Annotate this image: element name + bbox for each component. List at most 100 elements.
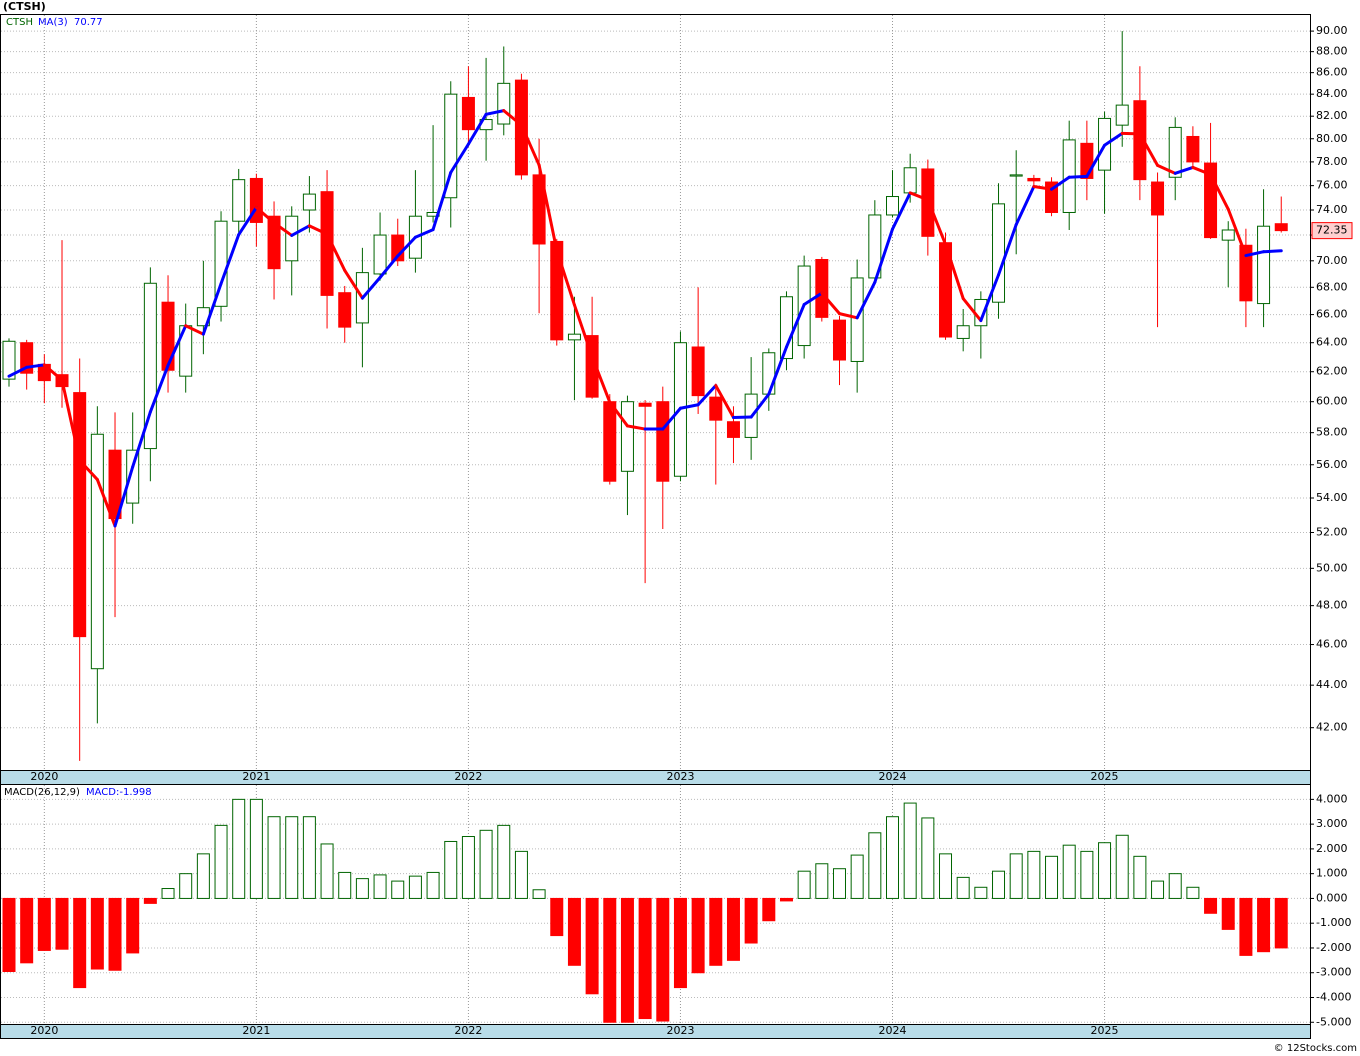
y-tick-label: 4.000 <box>1316 792 1348 805</box>
ma-segment <box>131 410 152 469</box>
macd-legend: MACD(26,12,9) <box>4 787 80 798</box>
ma-segment <box>1156 163 1177 175</box>
candle-body <box>532 174 546 245</box>
candle-body <box>90 433 104 670</box>
candle-body <box>161 301 175 371</box>
macd-bar <box>267 816 281 899</box>
macd-bar <box>1080 850 1094 899</box>
macd-bar <box>1115 834 1129 899</box>
candle-body <box>603 401 617 482</box>
legend-ma-value: 70.77 <box>74 17 103 28</box>
marks <box>1 15 1310 1024</box>
macd-bar <box>426 871 440 899</box>
chart-title: (CTSH) <box>3 0 46 13</box>
x-tick-label: 2022 <box>454 770 482 783</box>
macd-bar <box>196 853 210 899</box>
macd-bar <box>408 875 422 899</box>
ma-segment <box>961 297 983 323</box>
x-tick-label: 2024 <box>879 1024 907 1037</box>
macd-value: -1.998 <box>119 787 151 798</box>
ma-segment <box>237 206 258 237</box>
macd-bar <box>797 870 811 899</box>
ma-segment <box>661 406 682 431</box>
macd-bar <box>974 886 988 899</box>
macd-bar <box>514 850 528 899</box>
y-tick-label: -1.000 <box>1316 916 1351 929</box>
y-tick-label: 90.00 <box>1316 24 1348 37</box>
ma-segment <box>891 191 912 231</box>
candle-body <box>832 319 846 361</box>
ma-segment <box>502 109 523 127</box>
macd-bar <box>850 854 864 899</box>
x-tick-label: 2020 <box>30 1024 58 1037</box>
y-tick-label: 54.00 <box>1316 491 1348 504</box>
ma-segment <box>1138 132 1160 167</box>
ma-segment <box>42 363 64 382</box>
ma-segment <box>837 312 859 320</box>
candle-body <box>956 325 970 339</box>
ma-segment <box>714 384 735 420</box>
candle-body <box>1168 126 1182 178</box>
macd-bar <box>285 816 299 899</box>
price-panel <box>0 14 1311 771</box>
ma-segment <box>997 223 1018 277</box>
macd-bar <box>302 816 316 899</box>
candle-body <box>1221 229 1235 241</box>
year-strip <box>0 1024 1311 1039</box>
ma-segment <box>95 478 117 528</box>
ma-segment <box>749 392 771 419</box>
macd-bar <box>1221 897 1235 930</box>
macd-bar <box>1009 853 1023 899</box>
ma-segment <box>201 282 223 336</box>
candle-body <box>1009 174 1023 177</box>
macd-bar <box>709 897 723 966</box>
ma-segment <box>466 112 488 146</box>
ma-segment <box>590 355 612 404</box>
candle-body <box>444 93 458 199</box>
y-tick-label: 58.00 <box>1316 426 1348 439</box>
ma-segment <box>784 303 806 349</box>
macd-bar <box>214 824 228 899</box>
ma-segment <box>378 254 400 280</box>
ma-segment <box>1226 207 1248 258</box>
ma-segment <box>873 227 894 284</box>
macd-bar <box>73 897 87 989</box>
candle-body <box>126 449 140 504</box>
macd-bar <box>479 829 493 899</box>
ma-segment <box>944 242 965 301</box>
ma-segment <box>113 465 135 528</box>
candle-body <box>1257 225 1271 305</box>
macd-bar <box>603 897 617 1023</box>
macd-bar <box>1098 842 1112 899</box>
macd-bar <box>620 897 634 1023</box>
macd-bar <box>868 832 882 899</box>
candle-body <box>232 179 246 222</box>
ma-segment <box>396 235 417 258</box>
x-tick-label: 2021 <box>242 770 270 783</box>
candle-body <box>461 96 475 131</box>
macd-bar <box>1257 897 1271 953</box>
y-tick-label: 60.00 <box>1316 395 1348 408</box>
ma-segment <box>537 163 559 252</box>
candle-body <box>762 352 776 395</box>
ma-segment <box>343 268 364 300</box>
macd-bar <box>726 897 740 961</box>
candle-body <box>815 258 829 318</box>
y-tick-label: 84.00 <box>1316 87 1348 100</box>
ma-segment <box>820 291 841 316</box>
y-tick-label: 62.00 <box>1316 365 1348 378</box>
macd-bar <box>37 897 51 951</box>
macd-bar <box>2 897 16 972</box>
ma-segment <box>1067 174 1089 179</box>
ma-segment <box>219 233 241 286</box>
y-tick-label: 88.00 <box>1316 45 1348 58</box>
ma-segment <box>431 171 453 232</box>
macd-bar <box>656 897 670 1022</box>
ma-segment <box>449 142 470 175</box>
macd-bar <box>956 876 970 899</box>
ma-segment <box>166 324 188 367</box>
macd-bar <box>779 897 793 902</box>
macd-bar <box>1062 844 1076 899</box>
x-tick-label: 2020 <box>30 770 58 783</box>
